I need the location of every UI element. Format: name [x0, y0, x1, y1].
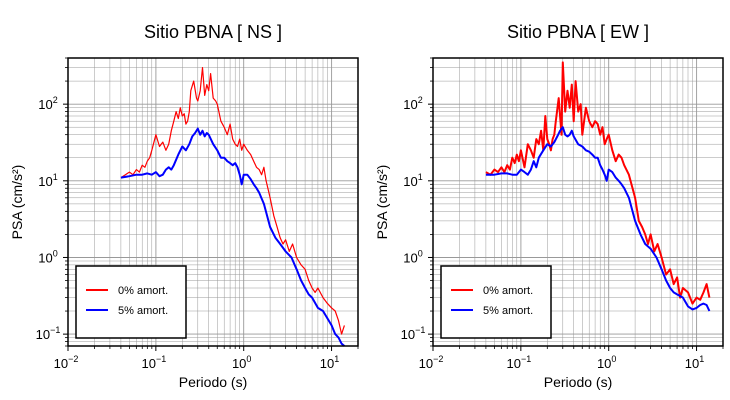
x-tick-base: 10 [141, 356, 155, 371]
y-tick-exponent: 0 [418, 248, 423, 258]
legend-box [440, 265, 552, 339]
x-tick-base: 10 [506, 356, 520, 371]
legend-box [75, 265, 187, 339]
plot-frame [432, 57, 724, 347]
series-line-1 [120, 127, 346, 347]
y-tick-exponent: 1 [53, 172, 58, 182]
y-tick-exponent: 2 [418, 95, 423, 105]
y-tick-label: 100 [403, 248, 422, 265]
y-tick-base: 10 [38, 97, 52, 112]
y-tick-label: 100 [38, 248, 57, 265]
y-tick-exponent: 0 [53, 248, 58, 258]
y-tick-label: 101 [38, 172, 57, 189]
x-tick-base: 10 [54, 356, 68, 371]
x-tick-exponent: 0 [611, 354, 616, 364]
y-tick-label: 10−1 [36, 325, 61, 342]
y-tick-base: 10 [403, 174, 417, 189]
x-tick-exponent: 1 [334, 354, 339, 364]
legend-label-1: 5% amort. [118, 305, 168, 317]
y-tick-base: 10 [403, 250, 417, 265]
x-tick-exponent: −1 [521, 354, 531, 364]
y-tick-base: 10 [403, 97, 417, 112]
x-tick-exponent: 1 [699, 354, 704, 364]
x-tick-label: 10−2 [419, 354, 444, 371]
y-tick-base: 10 [401, 327, 415, 342]
x-tick-label: 10−1 [141, 354, 166, 371]
y-tick-base: 10 [38, 174, 52, 189]
legend-label-1: 5% amort. [483, 305, 533, 317]
y-tick-label: 102 [403, 95, 422, 112]
y-tick-label: 102 [38, 95, 57, 112]
legend-label-0: 0% amort. [118, 285, 168, 297]
x-tick-label: 101 [320, 354, 339, 371]
x-tick-exponent: 0 [246, 354, 251, 364]
series-line-0 [120, 66, 345, 335]
x-tick-exponent: −2 [433, 354, 443, 364]
chart-title: Sitio PBNA [ NS ] [144, 22, 282, 42]
y-axis-label: PSA (cm/s²) [374, 165, 390, 240]
x-tick-base: 10 [419, 356, 433, 371]
y-tick-label: 101 [403, 172, 422, 189]
x-tick-base: 10 [232, 356, 246, 371]
x-axis-label: Periodo (s) [544, 374, 612, 390]
y-tick-base: 10 [36, 327, 50, 342]
x-axis-label: Periodo (s) [179, 374, 247, 390]
x-tick-base: 10 [320, 356, 334, 371]
chart-title: Sitio PBNA [ EW ] [507, 22, 649, 42]
legend: 0% amort. 5% amort. [75, 265, 187, 339]
x-tick-exponent: −1 [156, 354, 166, 364]
legend: 0% amort. 5% amort. [440, 265, 552, 339]
y-tick-base: 10 [38, 250, 52, 265]
x-tick-label: 100 [597, 354, 616, 371]
y-tick-label: 10−1 [401, 325, 426, 342]
x-tick-base: 10 [597, 356, 611, 371]
x-tick-label: 100 [232, 354, 251, 371]
y-tick-exponent: 1 [418, 172, 423, 182]
series-line-1 [485, 126, 711, 312]
y-tick-exponent: −1 [50, 325, 60, 335]
y-tick-exponent: 2 [53, 95, 58, 105]
x-tick-label: 10−1 [506, 354, 531, 371]
y-tick-exponent: −1 [415, 325, 425, 335]
x-tick-exponent: −2 [68, 354, 78, 364]
plot-frame [67, 57, 359, 347]
x-tick-base: 10 [685, 356, 699, 371]
legend-label-0: 0% amort. [483, 285, 533, 297]
y-axis-label: PSA (cm/s²) [9, 165, 25, 240]
x-tick-label: 101 [685, 354, 704, 371]
x-tick-label: 10−2 [54, 354, 79, 371]
series-line-0 [485, 61, 711, 305]
